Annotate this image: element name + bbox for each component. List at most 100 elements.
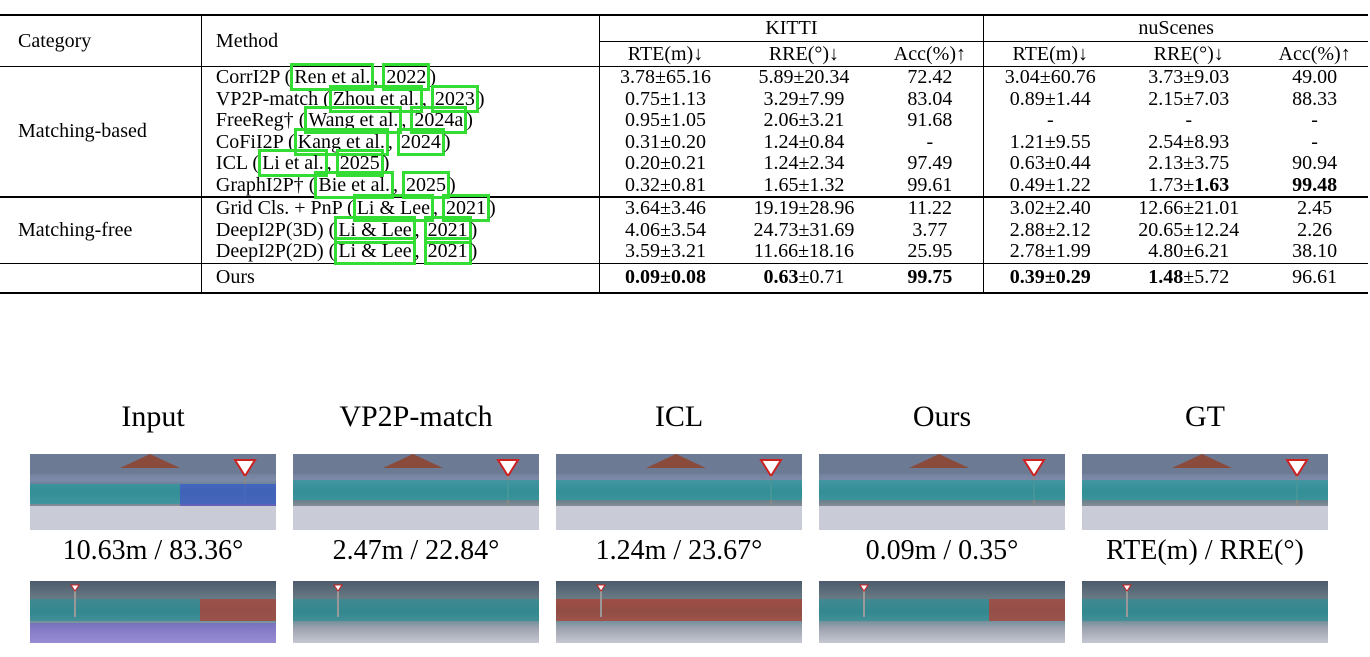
value-cell: 2.13±3.75 [1148,152,1230,175]
value-cell: 2.45 [1297,197,1333,220]
category-cell: Matching-based [0,66,202,197]
ours-n-rte: 0.39±0.29 [1009,266,1091,289]
value-cell: 24.73±31.69 [753,218,855,241]
header-nuscenes: nuScenes [983,15,1368,42]
projection-image [293,454,539,530]
value-cell: 1.73±1.63 [1148,173,1230,196]
value-cell: 2.06±3.21 [763,109,845,132]
projection-image [1082,454,1328,530]
value-cell: 20.65±12.24 [1138,218,1240,241]
citation-link[interactable]: Ren et al. [290,63,375,92]
table-row: Matching-free Grid Cls. + PnP (Li & Lee, … [0,194,1368,263]
table-row: ICL (Li et al., 2025) 0.20±0.21 1.24±2.34 9… [0,149,1368,178]
column-title: Ours [912,400,972,433]
citation-link[interactable]: Li & Lee [334,215,416,244]
header-k-acc: Acc(%)↑ [876,41,985,67]
citation-link[interactable]: Zhou et al. [328,84,423,113]
value-cell: 0.32±0.81 [624,173,706,196]
error-label: 10.63m / 83.36° [62,535,244,566]
value-cell: 0.49±1.22 [1009,173,1091,196]
citation-year-link[interactable]: 2021 [423,237,472,266]
error-label: 2.47m / 22.84° [332,535,500,566]
citation-year-link[interactable]: 2024 [396,127,445,156]
projection-image-row2 [556,581,802,643]
citation-year-link[interactable]: 2021 [442,194,491,223]
value-cell: 38.10 [1292,240,1338,263]
value-cell: - [1185,109,1193,132]
value-cell: 3.78±65.16 [619,66,711,89]
value-cell: 3.59±3.21 [624,240,706,263]
ours-n-rre: 1.48±5.72 [1148,266,1230,289]
header-method: Method [201,15,600,67]
caption-fragment [0,0,1370,10]
table-row: Matching-based CorrI2P (Ren et al., 2022)… [0,63,1368,197]
ours-k-rre: 0.63±0.71 [763,266,845,289]
value-cell: 88.33 [1292,87,1338,110]
value-cell: 5.89±20.34 [758,66,850,89]
method-cell: CoFiI2P (Kang et al., 2024) [201,127,600,156]
results-table: Category Method KITTI nuScenes RTE(m)↓ R… [0,14,1368,294]
projection-image [30,454,276,530]
header-n-rte: RTE(m)↓ [1012,42,1088,65]
projection-image [819,454,1065,530]
value-cell: 2.88±2.12 [1009,218,1091,241]
citation-link[interactable]: Wang et al. [304,106,403,135]
value-cell: 0.75±1.13 [624,87,706,110]
header-kitti: KITTI [599,15,985,42]
citation-year-link[interactable]: 2021 [423,215,472,244]
value-cell: 90.94 [1292,152,1338,175]
method-ours: Ours [201,263,600,293]
value-cell: 25.95 [876,241,985,263]
value-cell: - [876,131,985,153]
value-cell: 1.24±2.34 [763,152,845,175]
table-body: Matching-based CorrI2P (Ren et al., 2022)… [0,63,1368,266]
column-title: VP2P-match [339,400,493,433]
header-k-rte: RTE(m)↓ [627,42,704,65]
value-cell: 0.63±0.44 [1009,152,1091,175]
value-cell: 91.68 [876,110,985,132]
value-cell: 1.21±9.55 [1009,130,1091,153]
ours-n-acc: 96.61 [1292,266,1338,289]
header-row-2: RTE(m)↓ RRE(°)↓ Acc(%)↑ RTE(m)↓ RRE(°)↓ … [0,41,1368,67]
value-cell: 83.04 [876,88,985,110]
citation-year-link[interactable]: 2022 [382,63,431,92]
method-cell: Grid Cls. + PnP (Li & Lee, 2021) [201,194,600,223]
value-cell: 4.06±3.54 [624,218,706,241]
citation-year-link[interactable]: 2024a [410,106,468,135]
value-cell: 72.42 [876,66,985,89]
value-cell: 0.20±0.21 [624,152,706,175]
citation-link[interactable]: Kang et al. [293,127,389,156]
citation-year-link[interactable]: 2025 [335,149,384,178]
citation-year-link[interactable]: 2023 [430,84,479,113]
table-row: GraphI2P† (Bie et al., 2025) 0.32±0.81 1.6… [0,170,1368,199]
value-cell: - [1046,109,1054,132]
citation-link[interactable]: Li & Lee [352,194,435,223]
value-cell: - [1311,130,1318,153]
ours-k-rte: 0.09±0.08 [624,266,706,289]
projection-image-row2 [1082,581,1328,643]
value-cell: 2.54±8.93 [1148,130,1230,153]
value-cell: 3.04±60.76 [1004,66,1096,89]
header-row-1: Category Method KITTI nuScenes [0,15,1368,67]
table-row: DeepI2P(3D) (Li & Lee, 2021) 4.06±3.54 24.… [0,215,1368,244]
citation-link[interactable]: Bie et al. [314,170,394,199]
citation-year-link[interactable]: 2025 [402,170,450,199]
table-row-ours: Ours 0.09±0.08 0.63±0.71 99.75 0.39±0.29… [0,263,1368,293]
value-cell: 3.77 [876,219,985,241]
value-cell: 3.73±9.03 [1148,66,1230,89]
table-row: DeepI2P(2D) (Li & Lee, 2021) 3.59±3.21 11.… [0,237,1368,266]
value-cell: 99.61 [876,174,985,197]
value-cell: 3.64±3.46 [624,197,706,220]
citation-link[interactable]: Li & Lee [334,237,416,266]
projection-image [556,454,802,530]
value-cell: 4.80±6.21 [1148,240,1230,263]
projection-image-row2 [293,581,539,643]
projection-image-row2 [819,581,1065,643]
value-cell: 0.31±0.20 [624,130,706,153]
value-cell: 2.15±7.03 [1148,87,1230,110]
error-label: 0.09m / 0.35° [865,535,1019,566]
header-k-rre: RRE(°)↓ [768,42,840,65]
value-cell: 1.24±0.84 [763,130,845,153]
citation-link[interactable]: Li et al. [258,149,328,178]
column-title: Input [121,400,185,433]
